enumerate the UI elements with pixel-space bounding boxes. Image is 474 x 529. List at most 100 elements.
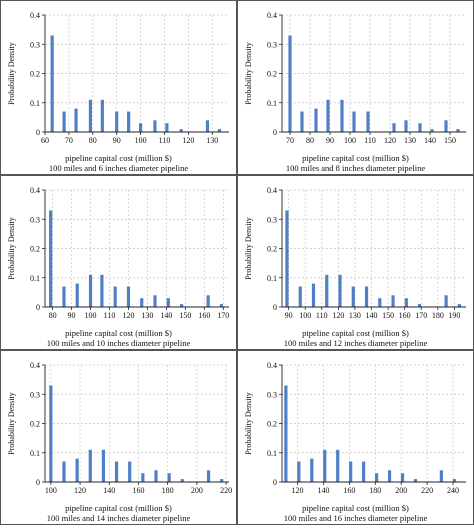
histogram-bar (141, 473, 145, 482)
y-tick-label: 0.1 (267, 449, 277, 458)
histogram-bar (206, 470, 211, 482)
x-tick-label: 100 (85, 311, 97, 320)
x-tick-label: 130 (141, 311, 153, 320)
x-tick-label: 60 (41, 136, 49, 145)
y-tick-label: 0.1 (30, 274, 40, 283)
y-tick-label: 0.1 (30, 99, 40, 108)
x-tick-label: 180 (432, 311, 444, 320)
y-tick-label: 0.2 (30, 420, 40, 429)
histogram-bar (115, 111, 119, 132)
x-tick-label: 120 (332, 311, 344, 320)
histogram-bar (219, 304, 224, 307)
histogram-bar (217, 129, 222, 132)
histogram-bar (167, 473, 171, 482)
x-tick-label: 130 (404, 136, 416, 145)
x-tick-label: 160 (399, 311, 411, 320)
x-tick-label: 70 (286, 136, 294, 145)
x-tick-label: 120 (384, 136, 396, 145)
histogram-bar (100, 99, 104, 132)
x-axis-label: pipeline capital cost (million $) (302, 328, 409, 338)
x-tick-label: 120 (292, 486, 304, 495)
x-tick-label: 150 (382, 311, 394, 320)
chart-subtitle: 100 miles and 6 inches diameter pipeline (49, 163, 188, 173)
x-tick-label: 110 (104, 311, 116, 320)
histogram-bar (62, 461, 66, 482)
histogram-bar (364, 286, 369, 307)
x-axis-label: pipeline capital cost (million $) (65, 503, 172, 513)
y-tick-label: 0.1 (30, 449, 40, 458)
x-tick-label: 90 (326, 136, 334, 145)
histogram-bar (75, 458, 79, 482)
histogram-bar (298, 286, 302, 307)
histogram-bar (154, 470, 158, 482)
histogram-bar (404, 298, 408, 307)
x-axis-label: pipeline capital cost (million $) (302, 153, 409, 163)
histogram-bar (392, 123, 396, 132)
histogram-bar (430, 129, 434, 132)
histogram-bar (180, 479, 184, 482)
histogram-bar (338, 274, 342, 307)
x-tick-label: 190 (448, 311, 460, 320)
x-tick-label: 150 (179, 311, 191, 320)
y-tick-label: 0.3 (267, 40, 277, 49)
histogram-bar (400, 473, 405, 482)
y-tick-label: 0.3 (267, 390, 277, 399)
histogram-bar (413, 479, 418, 482)
chart-subtitle: 100 miles and 14 inches diameter pipelin… (47, 513, 191, 523)
histogram-bar (49, 210, 53, 307)
x-tick-label: 90 (68, 311, 76, 320)
histogram-bar (391, 295, 395, 307)
histogram-bar (88, 449, 92, 482)
histogram-bar (374, 473, 379, 482)
chart-panel-4: 0 0.1 0.2 0.3 0.4 90 100 110 120 130 140 150 160 170 1… (237, 175, 474, 350)
histogram-bar (366, 111, 370, 132)
x-tick-label: 170 (415, 311, 427, 320)
y-tick-label: 0.4 (30, 186, 40, 195)
histogram-bar (166, 298, 170, 307)
x-tick-label: 220 (421, 486, 433, 495)
chart-subtitle: 100 miles and 10 inches diameter pipelin… (47, 338, 191, 348)
y-tick-label: 0.3 (30, 215, 40, 224)
histogram-bar (340, 99, 344, 132)
chart-panel-5: 0 0.1 0.2 0.3 0.4 100 120 140 160 180 200 220 Probab… (0, 350, 237, 525)
histogram-bar (325, 274, 329, 307)
histogram-bar (50, 35, 54, 132)
histogram-bar (128, 461, 132, 482)
x-tick-label: 160 (343, 486, 355, 495)
y-axis-label: Probability Density (244, 42, 253, 104)
y-axis-label: Probability Density (244, 217, 253, 279)
histogram-chart: 0 0.1 0.2 0.3 0.4 100 120 140 160 180 200 220 Probab… (7, 361, 232, 523)
x-tick-label: 130 (349, 311, 361, 320)
y-tick-label: 0.2 (267, 70, 277, 79)
x-axis-label: pipeline capital cost (million $) (65, 328, 172, 338)
y-axis-label: Probability Density (7, 217, 16, 279)
histogram-bar (285, 210, 289, 307)
y-tick-label: 0.1 (267, 274, 277, 283)
histogram-bar (62, 111, 66, 132)
x-tick-label: 200 (191, 486, 203, 495)
x-tick-label: 80 (306, 136, 314, 145)
x-tick-label: 170 (217, 311, 229, 320)
x-axis-label: pipeline capital cost (million $) (65, 153, 172, 163)
histogram-bar (153, 120, 157, 132)
histogram-bar (113, 286, 117, 307)
y-tick-label: 0 (36, 303, 40, 312)
histogram-bar (88, 274, 93, 307)
x-tick-label: 160 (132, 486, 144, 495)
histogram-bar (314, 108, 318, 132)
histogram-bar (138, 123, 143, 132)
y-tick-label: 0.2 (30, 70, 40, 79)
x-tick-label: 180 (369, 486, 381, 495)
histogram-chart: 0 0.1 0.2 0.3 0.4 80 90 100 110 120 130 140 150 160 17… (7, 186, 229, 348)
histogram-bar (310, 458, 314, 482)
histogram-bar (326, 99, 330, 132)
histogram-bar (179, 304, 184, 307)
y-tick-label: 0.4 (30, 361, 40, 370)
x-tick-label: 180 (162, 486, 174, 495)
x-tick-label: 140 (366, 311, 378, 320)
x-tick-label: 110 (364, 136, 376, 145)
y-tick-label: 0.4 (267, 11, 277, 20)
histogram-bar (323, 449, 327, 482)
histogram-bar (336, 449, 340, 482)
x-tick-label: 140 (103, 486, 115, 495)
